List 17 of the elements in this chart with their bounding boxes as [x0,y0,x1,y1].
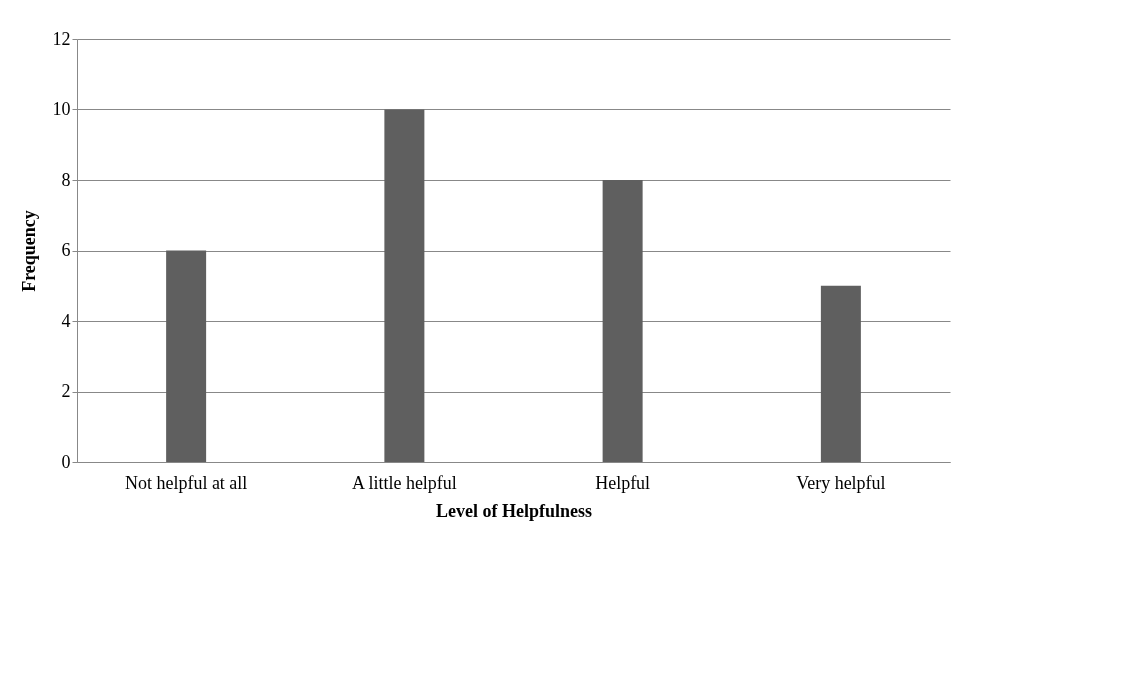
y-axis-title: Frequency [18,210,39,292]
x-tick-label: Very helpful [796,472,886,493]
x-tick-label: Not helpful at all [124,472,248,493]
y-tick-label: 8 [61,169,71,190]
y-tick-label: 6 [61,240,71,260]
y-tick-label: 2 [61,381,71,401]
bar [166,250,207,462]
x-axis-title: Level of Helpfulness [436,500,592,521]
bar [384,109,425,462]
y-tick-label: 12 [52,28,71,49]
x-tick-label: A little helpful [351,472,457,493]
x-tick-label: Helpful [595,472,651,493]
bar [820,285,861,462]
bar [602,180,643,462]
y-tick-label: 10 [52,99,71,119]
y-tick-label: 4 [61,310,71,331]
y-tick-label: 0 [61,451,71,472]
